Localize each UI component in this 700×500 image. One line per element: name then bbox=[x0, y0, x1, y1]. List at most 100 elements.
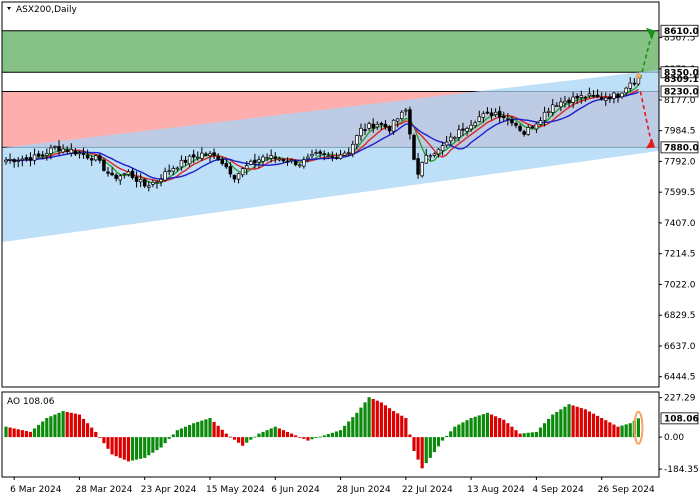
x-tick-label: 28 Mar 2024 bbox=[75, 485, 132, 495]
candle bbox=[261, 154, 265, 166]
candle-body bbox=[318, 151, 322, 154]
oscillator-bar bbox=[310, 437, 314, 440]
y-tick-label: 7984.5 bbox=[664, 127, 696, 137]
oscillator-bar bbox=[163, 437, 167, 444]
oscillator-bar bbox=[8, 427, 12, 438]
candle-body bbox=[481, 113, 486, 118]
candle-body bbox=[224, 163, 229, 168]
candle bbox=[338, 149, 343, 160]
candle bbox=[110, 167, 114, 177]
forecast-down-arrowhead bbox=[646, 138, 655, 149]
candle-body bbox=[204, 153, 208, 156]
oscillator-bar bbox=[338, 430, 343, 438]
candle-body bbox=[77, 152, 82, 155]
oscillator-pane-frame bbox=[1, 391, 660, 478]
dropdown-triangle-icon[interactable] bbox=[7, 7, 11, 10]
oscillator-bar bbox=[494, 416, 498, 438]
candle bbox=[436, 147, 441, 158]
oscillator-bar bbox=[624, 424, 628, 438]
candle bbox=[534, 122, 539, 134]
candle-body bbox=[208, 153, 212, 157]
oscillator-bar bbox=[175, 430, 179, 438]
x-tick-label: 15 May 2024 bbox=[206, 485, 265, 495]
candle-body bbox=[489, 112, 494, 117]
oscillator-bar bbox=[379, 402, 383, 438]
candle bbox=[36, 150, 41, 158]
osc-tick-label: 227.29 bbox=[664, 394, 696, 404]
oscillator-bar bbox=[159, 437, 163, 448]
candle-body bbox=[444, 141, 449, 146]
candle bbox=[40, 150, 45, 160]
candle-body bbox=[506, 117, 510, 120]
candle bbox=[53, 145, 57, 151]
x-tick-label: 22 Jul 2024 bbox=[402, 485, 453, 495]
oscillator-bar bbox=[526, 432, 530, 438]
candle bbox=[216, 153, 220, 161]
oscillator-bar bbox=[57, 412, 61, 438]
oscillator-label: AO 108.06 bbox=[7, 397, 55, 407]
oscillator-bar bbox=[155, 437, 159, 451]
oscillator-bar bbox=[41, 421, 45, 438]
candle-body bbox=[57, 146, 61, 152]
candle bbox=[187, 154, 192, 167]
candle bbox=[85, 149, 90, 160]
candle bbox=[493, 108, 498, 118]
candle bbox=[293, 159, 298, 167]
oscillator-bar bbox=[147, 437, 151, 456]
candle bbox=[269, 149, 273, 163]
oscillator-bar bbox=[167, 437, 171, 439]
oscillator-bar bbox=[302, 437, 306, 439]
candle-body bbox=[106, 171, 110, 174]
candle-body bbox=[338, 154, 343, 159]
candle-body bbox=[285, 160, 290, 163]
candle-body bbox=[326, 155, 331, 158]
oscillator-bar bbox=[102, 437, 106, 444]
candle bbox=[395, 118, 400, 128]
candle-body bbox=[351, 143, 355, 155]
oscillator-bar bbox=[502, 419, 506, 438]
oscillator-bar bbox=[449, 431, 453, 438]
oscillator-bar bbox=[122, 437, 126, 460]
candle bbox=[102, 157, 106, 172]
candle-body bbox=[249, 160, 253, 165]
candle-body bbox=[212, 152, 216, 156]
candle-body bbox=[387, 126, 392, 132]
candle bbox=[579, 90, 584, 104]
candle-body bbox=[183, 159, 188, 163]
candle bbox=[518, 124, 522, 133]
candle bbox=[330, 151, 335, 162]
y-tick-label: 8567.5 bbox=[664, 34, 696, 44]
candle bbox=[542, 106, 547, 127]
oscillator-bar bbox=[204, 419, 208, 438]
candle bbox=[465, 126, 469, 136]
candle bbox=[171, 165, 176, 176]
candle bbox=[469, 120, 473, 132]
candle bbox=[220, 156, 224, 166]
candle-body bbox=[102, 159, 106, 171]
oscillator-bar bbox=[183, 426, 188, 438]
candle bbox=[57, 140, 61, 156]
oscillator-bar bbox=[355, 412, 359, 438]
candle bbox=[147, 180, 151, 192]
oscillator-axis-ticks: 227.29 0.00 -184.35 108.06 bbox=[659, 394, 699, 475]
oscillator-bar bbox=[306, 437, 310, 441]
oscillator-bar bbox=[16, 429, 20, 438]
oscillator-bar bbox=[559, 409, 563, 438]
oscillator-bar bbox=[249, 437, 253, 440]
candle bbox=[228, 162, 233, 178]
candle bbox=[497, 106, 502, 123]
oscillator-bar bbox=[457, 424, 461, 438]
candle bbox=[69, 143, 74, 157]
price-pane-frame bbox=[1, 1, 660, 388]
candle-body bbox=[151, 181, 155, 185]
oscillator-bar bbox=[12, 428, 16, 438]
moving-averages bbox=[5, 84, 639, 184]
candle bbox=[191, 149, 196, 164]
candle bbox=[138, 173, 143, 188]
price-label: 8350.0 bbox=[664, 68, 699, 78]
oscillator-bar bbox=[571, 405, 575, 438]
candle bbox=[45, 148, 49, 161]
candle-body bbox=[81, 153, 86, 155]
oscillator-bar bbox=[114, 437, 118, 457]
